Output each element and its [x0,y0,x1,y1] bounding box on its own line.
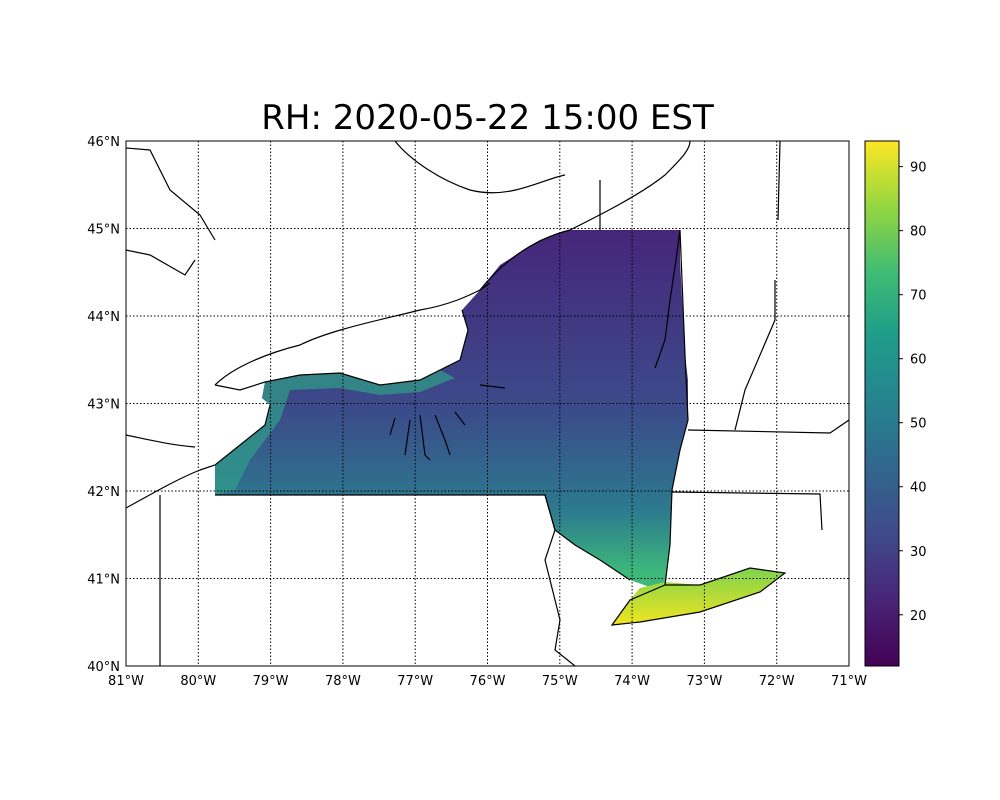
colorbar-tick-label: 70 [910,289,927,304]
x-tick-label: 76°W [470,674,506,689]
colorbar-tick-label: 50 [910,417,927,432]
ny-rh-field [215,230,688,590]
lake-erie-coast [126,404,271,509]
y-tick-label: 43°N [87,398,120,413]
plot-frame [125,140,850,667]
graticule [126,141,849,666]
x-tick-label: 75°W [542,674,578,689]
x-tick-label: 80°W [180,674,216,689]
ny-pa-border [215,494,631,581]
x-tick-label: 73°W [686,674,722,689]
finger-lakes [389,384,506,461]
x-tick-label: 79°W [253,674,289,689]
colorbar [864,140,900,667]
lake-ontario-shore-moist-band [215,370,455,495]
colorbar-tick-label: 90 [910,161,927,176]
y-tick-label: 42°N [87,485,120,500]
y-tick-label: 46°N [87,135,120,150]
y-tick-label: 45°N [87,223,120,238]
colorbar-tick-label: 40 [910,481,927,496]
x-tick-label: 72°W [759,674,795,689]
colorbar-tick-label: 80 [910,225,927,240]
lake-ontario-coast [214,282,491,391]
lake-huron-coast [126,147,216,276]
y-tick-label: 44°N [87,310,120,325]
colorbar-tick-label: 20 [910,609,927,624]
x-axis: 81°W 80°W 79°W 78°W 77°W 76°W 75°W 74°W 73°W 72°W… [108,674,867,689]
state-borders [159,141,849,666]
y-tick-label: 41°N [87,573,120,588]
colorbar-tick-label: 60 [910,353,927,368]
chart-title: RH: 2020-05-22 15:00 EST [261,98,714,138]
x-tick-label: 81°W [108,674,144,689]
x-tick-label: 74°W [614,674,650,689]
coastlines-and-borders [126,141,849,666]
colorbar-tick-label: 30 [910,545,927,560]
long-island-rh-field [612,568,785,625]
y-tick-label: 40°N [87,660,120,675]
long-island-coast [610,567,787,626]
ny-east-border [664,229,689,586]
x-tick-label: 78°W [325,674,361,689]
x-tick-label: 71°W [831,674,867,689]
lake-champlain [654,229,681,369]
x-tick-label: 77°W [397,674,433,689]
y-axis: 40°N 41°N 42°N 43°N 44°N 45°N 46°N [87,135,120,675]
colorbar-ticks: 20 30 40 50 60 70 80 90 [899,161,927,624]
st-lawrence-river [394,141,691,291]
